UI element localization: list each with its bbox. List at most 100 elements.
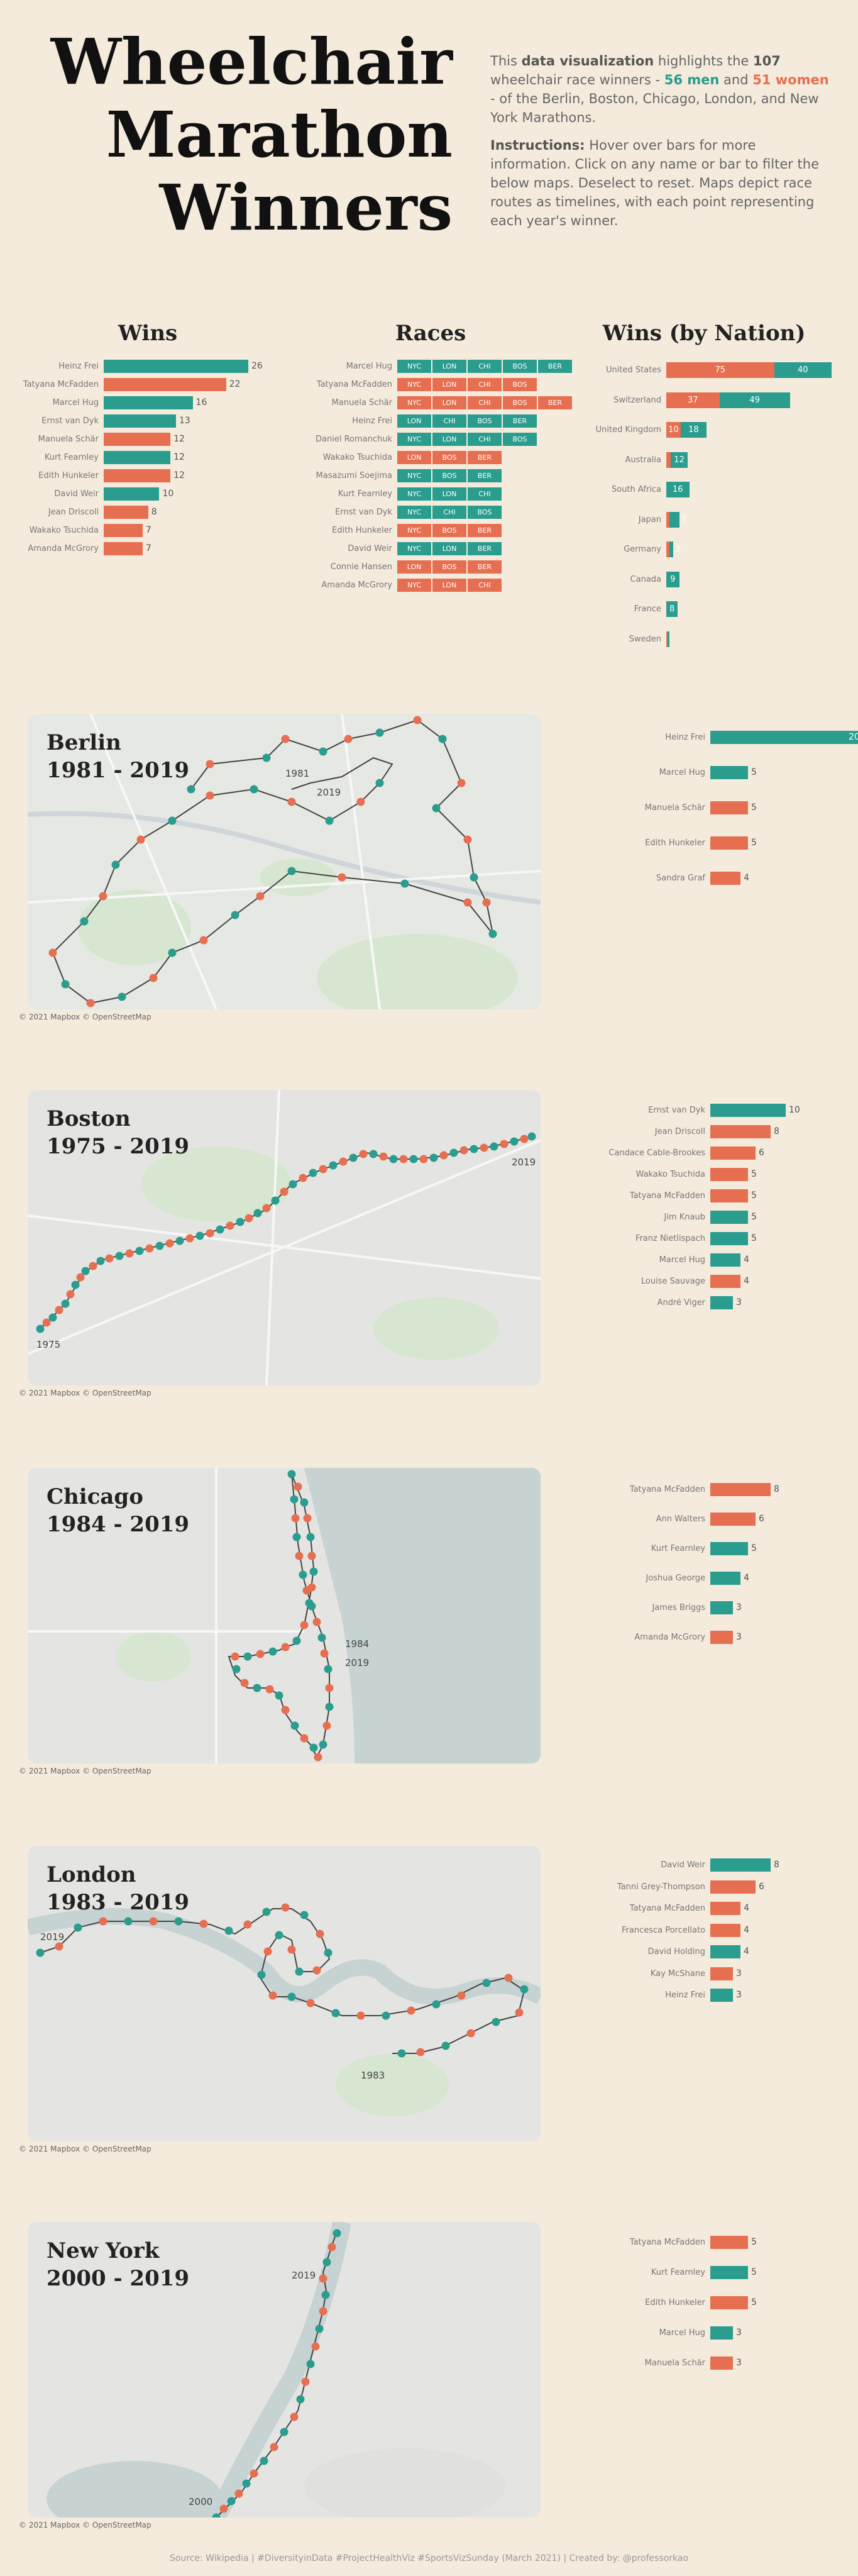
winner-point[interactable] [413,716,422,724]
leader-name-label[interactable]: André Viger [657,1298,705,1307]
winner-point[interactable] [242,2479,251,2488]
winner-point[interactable] [149,974,158,982]
winner-point[interactable] [263,1947,272,1956]
race-pill[interactable]: LON [432,396,466,409]
winner-point[interactable] [76,1273,85,1282]
leader-name-label[interactable]: Tatyana McFadden [629,1485,705,1494]
winner-point[interactable] [407,2006,415,2015]
race-pill[interactable]: NYC [397,433,431,446]
winner-point[interactable] [118,992,126,1001]
leader-bar[interactable] [710,836,748,850]
winner-point[interactable] [295,1967,304,1976]
winner-point[interactable] [292,1636,301,1645]
winner-point[interactable] [306,1533,315,1541]
leader-bar[interactable] [710,1104,786,1117]
winner-point[interactable] [470,873,478,882]
winner-point[interactable] [281,735,290,743]
leader-bar[interactable] [710,1168,748,1181]
winner-point[interactable] [290,2412,299,2421]
winner-point[interactable] [307,1602,316,1611]
leader-bar[interactable] [710,766,748,779]
nation-women-bar[interactable] [666,541,669,557]
race-pill[interactable]: CHI [468,487,502,501]
nation-women-bar[interactable] [666,631,668,647]
wins-name-label[interactable]: Manuela Schär [38,435,99,444]
winner-point[interactable] [356,2011,365,2020]
race-pill[interactable]: BER [538,360,572,373]
winner-point[interactable] [234,2489,243,2498]
race-pill[interactable]: LON [432,487,466,501]
winner-point[interactable] [309,1169,317,1177]
leader-name-label[interactable]: Tatyana McFadden [629,1904,705,1913]
winner-point[interactable] [520,1135,529,1143]
race-pill[interactable]: BOS [503,360,537,373]
nation-men-bar[interactable] [669,541,674,557]
leader-name-label[interactable]: Sandra Graf [656,874,705,883]
winner-point[interactable] [369,1150,378,1158]
winner-point[interactable] [199,1919,208,1928]
winner-point[interactable] [125,1249,134,1258]
leader-name-label[interactable]: Kay McShane [650,1968,705,1979]
winner-point[interactable] [325,1684,334,1692]
leader-name-label[interactable]: Amanda McGrory [634,1633,705,1642]
winner-point[interactable] [257,1970,266,1979]
leader-name-label[interactable]: Jean Driscoll [654,1127,705,1136]
winner-point[interactable] [325,816,334,825]
leader-bar[interactable] [710,1572,740,1585]
winner-point[interactable] [253,1209,262,1218]
leader-bar[interactable] [710,1923,740,1937]
wins-name-label[interactable]: Edith Hunkeler [38,471,99,480]
winner-point[interactable] [375,728,384,737]
nation-name-label[interactable]: Sweden [629,634,661,644]
winner-point[interactable] [136,835,145,844]
wins-name-label[interactable]: Heinz Frei [58,362,99,371]
leader-bar[interactable] [710,1989,733,2002]
leader-bar[interactable] [710,1211,748,1224]
race-pill[interactable]: NYC [397,542,431,555]
race-pill[interactable]: CHI [468,378,502,391]
wins-name-label[interactable]: Marcel Hug [52,398,99,408]
nation-name-label[interactable]: Germany [624,545,661,554]
winner-point[interactable] [333,2229,341,2238]
winner-point[interactable] [280,1187,289,1196]
winner-point[interactable] [168,948,177,957]
winner-point[interactable] [289,1180,297,1189]
winner-point[interactable] [300,1734,309,1743]
winner-point[interactable] [429,1153,438,1162]
winner-point[interactable] [168,816,177,825]
leader-bar[interactable] [710,1902,740,1915]
winner-point[interactable] [324,1665,333,1674]
nation-men-bar[interactable]: 49 [719,392,790,408]
leader-bar[interactable] [710,1189,748,1202]
wins-bar[interactable] [104,524,143,537]
winner-point[interactable] [48,1313,57,1322]
wins-name-label[interactable]: Wakako Tsuchida [29,526,99,535]
winner-point[interactable] [302,1586,311,1595]
leader-name-label[interactable]: Ernst van Dyk [648,1106,705,1115]
race-pill[interactable]: NYC [397,396,431,409]
race-pill[interactable]: NYC [397,579,431,592]
winner-point[interactable] [359,1150,368,1158]
winner-point[interactable] [71,1280,80,1289]
winner-point[interactable] [375,779,384,787]
winner-point[interactable] [287,1992,296,2001]
winner-point[interactable] [482,1979,491,1987]
winner-point[interactable] [224,1926,233,1935]
leader-name-label[interactable]: David Weir [661,1860,705,1870]
winner-point[interactable] [231,1652,239,1661]
winner-point[interactable] [300,1911,309,1919]
winner-point[interactable] [322,2258,331,2267]
leader-bar[interactable] [710,1601,733,1614]
leader-name-label[interactable]: Ann Walters [656,1514,705,1524]
race-pill[interactable]: LON [432,542,466,555]
winner-point[interactable] [61,980,70,989]
winner-point[interactable] [48,948,57,957]
leader-name-label[interactable]: Heinz Frei [665,1990,705,2000]
winner-point[interactable] [482,898,491,907]
wins-bar[interactable] [104,360,248,373]
race-pill[interactable]: BOS [468,414,502,428]
race-pill[interactable]: LON [397,560,431,574]
winner-point[interactable] [262,753,271,762]
winner-point[interactable] [300,1621,309,1629]
winner-point[interactable] [287,1470,296,1479]
